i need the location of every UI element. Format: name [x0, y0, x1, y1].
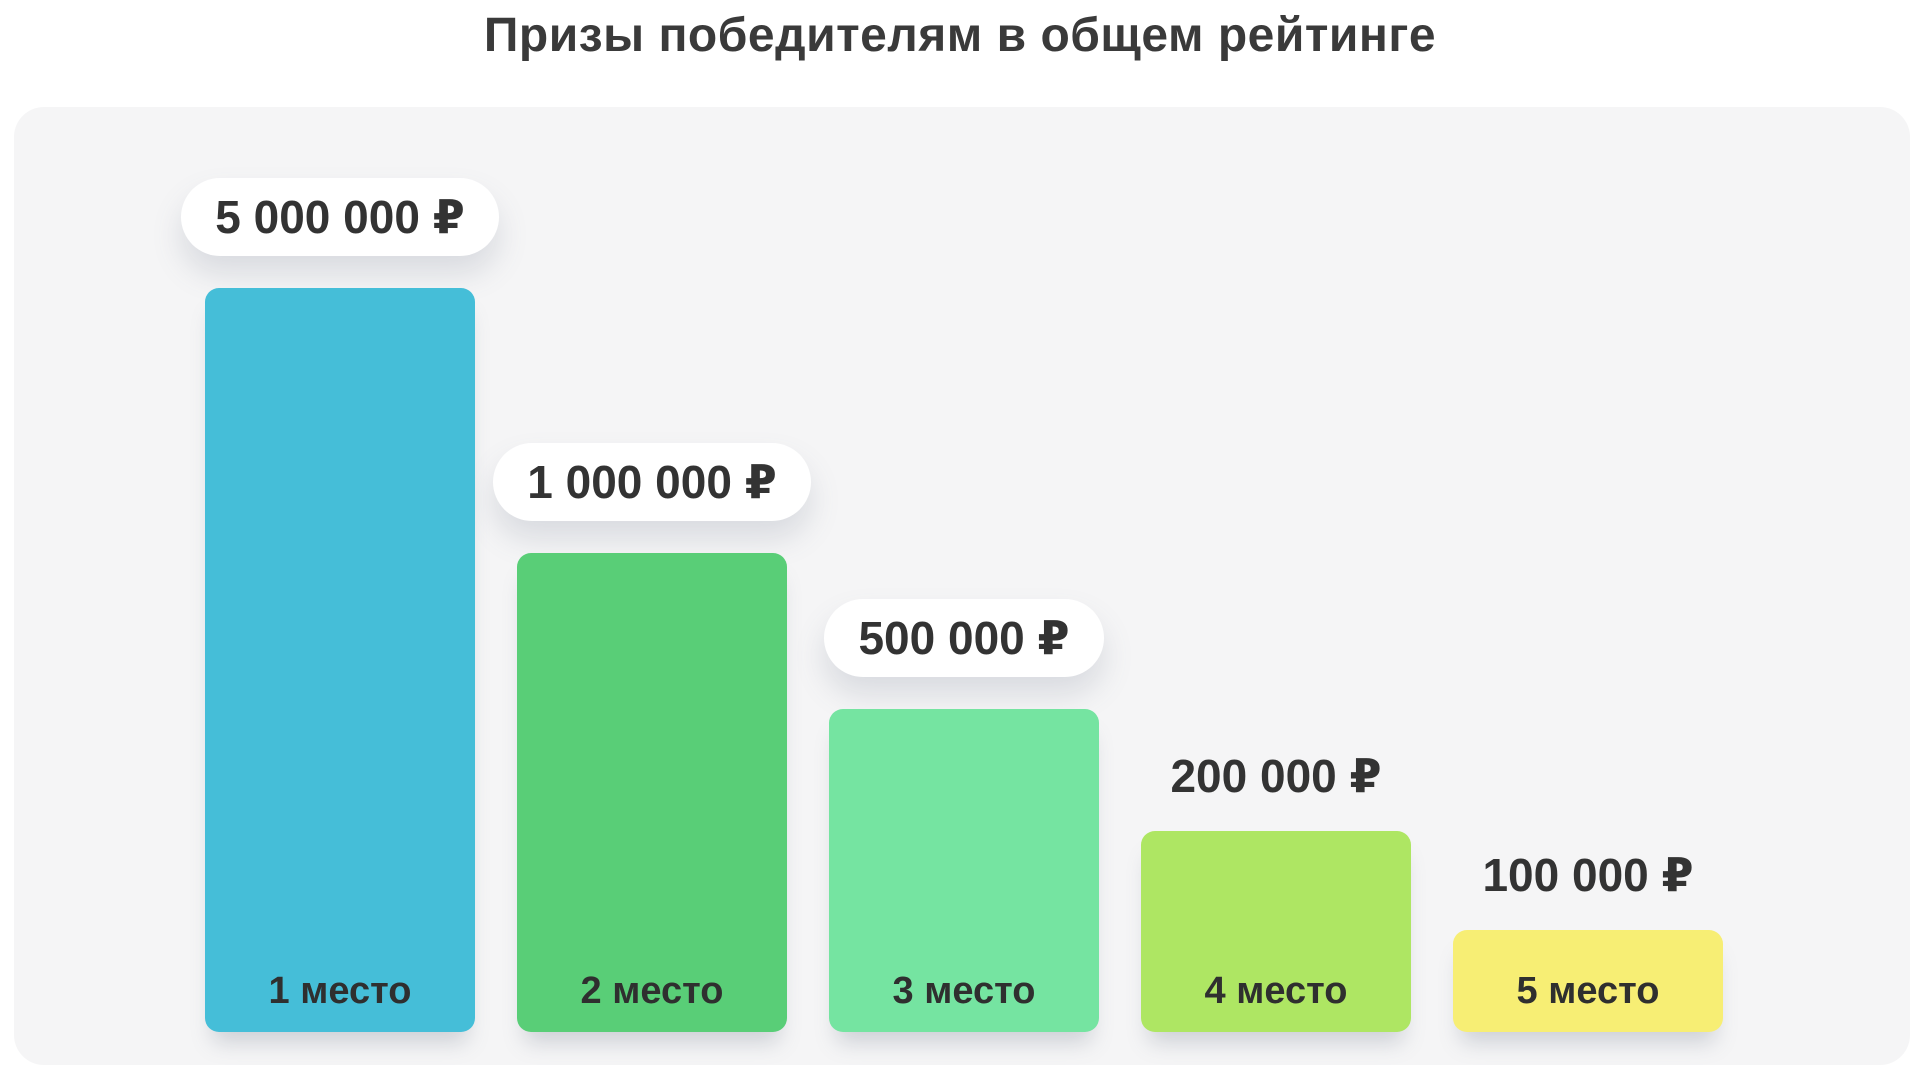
prize-bar-3: 3 место — [829, 709, 1099, 1032]
prize-amount-badge-2: 1 000 000 ₽ — [493, 443, 811, 521]
place-label-1: 1 место — [268, 970, 412, 1012]
place-label-3: 3 место — [892, 970, 1036, 1012]
prize-amount-label-4: 200 000 ₽ — [1170, 750, 1382, 802]
prize-amount-badge-1: 5 000 000 ₽ — [181, 178, 499, 256]
page-title: Призы победителям в общем рейтинге — [483, 9, 1437, 62]
prize-bar-1: 1 место — [205, 288, 475, 1032]
bar-column-place-1: 5 000 000 ₽ 1 место — [181, 178, 499, 1032]
prize-bar-chart: 5 000 000 ₽ 1 место 1 000 000 ₽ 2 место … — [181, 178, 1723, 1032]
prize-bar-4: 4 место — [1141, 831, 1411, 1032]
place-label-5: 5 место — [1516, 970, 1660, 1012]
bar-column-place-4: 200 000 ₽ 4 место — [1141, 753, 1411, 1032]
prize-bar-5: 5 место — [1453, 930, 1723, 1032]
prize-amount-badge-3: 500 000 ₽ — [824, 599, 1104, 677]
prize-bar-2: 2 место — [517, 553, 787, 1032]
bar-column-place-5: 100 000 ₽ 5 место — [1453, 852, 1723, 1032]
bar-column-place-3: 500 000 ₽ 3 место — [824, 599, 1104, 1032]
chart-panel: 5 000 000 ₽ 1 место 1 000 000 ₽ 2 место … — [14, 107, 1910, 1065]
bar-column-place-2: 1 000 000 ₽ 2 место — [493, 443, 811, 1032]
place-label-2: 2 место — [580, 970, 724, 1012]
prize-amount-label-5: 100 000 ₽ — [1482, 849, 1694, 901]
place-label-4: 4 место — [1204, 970, 1348, 1012]
